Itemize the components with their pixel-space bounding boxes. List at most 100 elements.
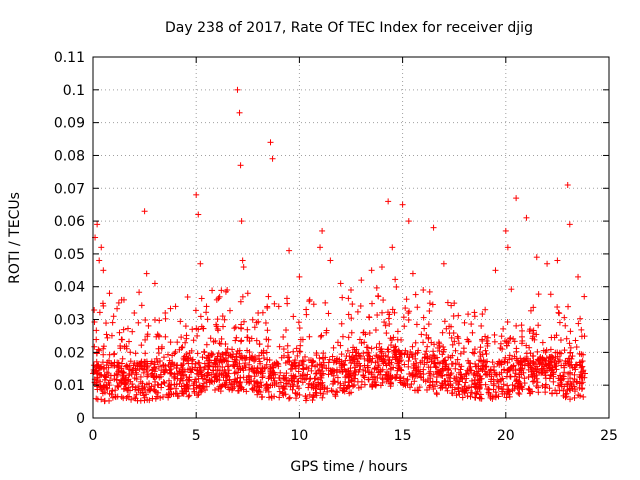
data-point xyxy=(356,336,363,343)
data-point xyxy=(578,380,585,387)
data-point xyxy=(307,375,314,382)
data-point xyxy=(323,327,330,334)
data-point xyxy=(167,305,174,312)
data-point xyxy=(238,218,245,225)
data-point xyxy=(541,369,548,376)
data-point xyxy=(289,386,296,393)
data-point xyxy=(225,362,232,369)
data-point xyxy=(275,303,282,310)
data-point xyxy=(284,358,291,365)
data-point xyxy=(295,385,302,392)
data-point xyxy=(151,359,158,366)
data-point xyxy=(222,354,229,361)
data-point xyxy=(566,221,573,228)
data-point xyxy=(547,291,554,298)
data-point xyxy=(538,365,545,372)
data-point xyxy=(236,109,243,116)
data-point xyxy=(412,291,419,298)
data-point xyxy=(160,393,167,400)
data-point xyxy=(458,363,465,370)
data-point xyxy=(134,363,141,370)
data-point xyxy=(525,360,532,367)
data-point xyxy=(551,334,558,341)
data-point xyxy=(254,382,261,389)
data-point xyxy=(492,267,499,274)
data-point xyxy=(120,372,127,379)
data-point xyxy=(481,368,488,375)
data-point xyxy=(172,303,179,310)
data-point xyxy=(452,347,459,354)
data-point xyxy=(578,326,585,333)
data-point xyxy=(344,347,351,354)
data-point xyxy=(526,344,533,351)
data-point xyxy=(511,385,518,392)
data-point xyxy=(562,322,569,329)
data-point xyxy=(414,304,421,311)
plot-border xyxy=(92,56,610,419)
data-point xyxy=(566,340,573,347)
data-point xyxy=(425,335,432,342)
data-point xyxy=(565,303,572,310)
data-point xyxy=(319,227,326,234)
data-point xyxy=(556,357,563,364)
data-point xyxy=(476,373,483,380)
data-point xyxy=(516,371,523,378)
data-point xyxy=(246,338,253,345)
data-point xyxy=(225,367,232,374)
data-point xyxy=(306,333,313,340)
data-point xyxy=(380,297,387,304)
data-point xyxy=(507,334,514,341)
data-point xyxy=(474,388,481,395)
data-point xyxy=(155,350,162,357)
data-point xyxy=(231,370,238,377)
data-point xyxy=(465,338,472,345)
data-point xyxy=(234,375,241,382)
data-point xyxy=(542,383,549,390)
data-point xyxy=(291,378,298,385)
data-point xyxy=(260,350,267,357)
data-point xyxy=(276,394,283,401)
data-point xyxy=(451,338,458,345)
data-point xyxy=(471,346,478,353)
data-point xyxy=(353,352,360,359)
data-point xyxy=(436,348,443,355)
data-point xyxy=(194,350,201,357)
data-point xyxy=(169,352,176,359)
data-point xyxy=(132,395,139,402)
data-point xyxy=(433,391,440,398)
data-point xyxy=(565,361,572,368)
data-point xyxy=(318,332,325,339)
data-point xyxy=(312,370,319,377)
data-point xyxy=(249,365,256,372)
data-point xyxy=(186,377,193,384)
data-point xyxy=(100,302,107,309)
data-point xyxy=(350,344,357,351)
data-point xyxy=(420,287,427,294)
data-point xyxy=(346,382,353,389)
data-point xyxy=(546,360,553,367)
data-point xyxy=(493,392,500,399)
data-point xyxy=(257,360,264,367)
data-point xyxy=(113,376,120,383)
data-point xyxy=(409,343,416,350)
data-point xyxy=(293,345,300,352)
data-point xyxy=(533,363,540,370)
data-point xyxy=(393,374,400,381)
data-point xyxy=(349,353,356,360)
data-point xyxy=(320,359,327,366)
data-point xyxy=(364,344,371,351)
data-point xyxy=(400,314,407,321)
data-point xyxy=(434,354,441,361)
data-point xyxy=(457,350,464,357)
data-point xyxy=(365,352,372,359)
data-point xyxy=(172,348,179,355)
data-point xyxy=(112,387,119,394)
data-point xyxy=(267,363,274,370)
data-point xyxy=(219,382,226,389)
data-point xyxy=(343,353,350,360)
data-point xyxy=(313,350,320,357)
data-point xyxy=(322,299,329,306)
data-point xyxy=(454,333,461,340)
data-point xyxy=(381,319,388,326)
data-point xyxy=(535,322,542,329)
